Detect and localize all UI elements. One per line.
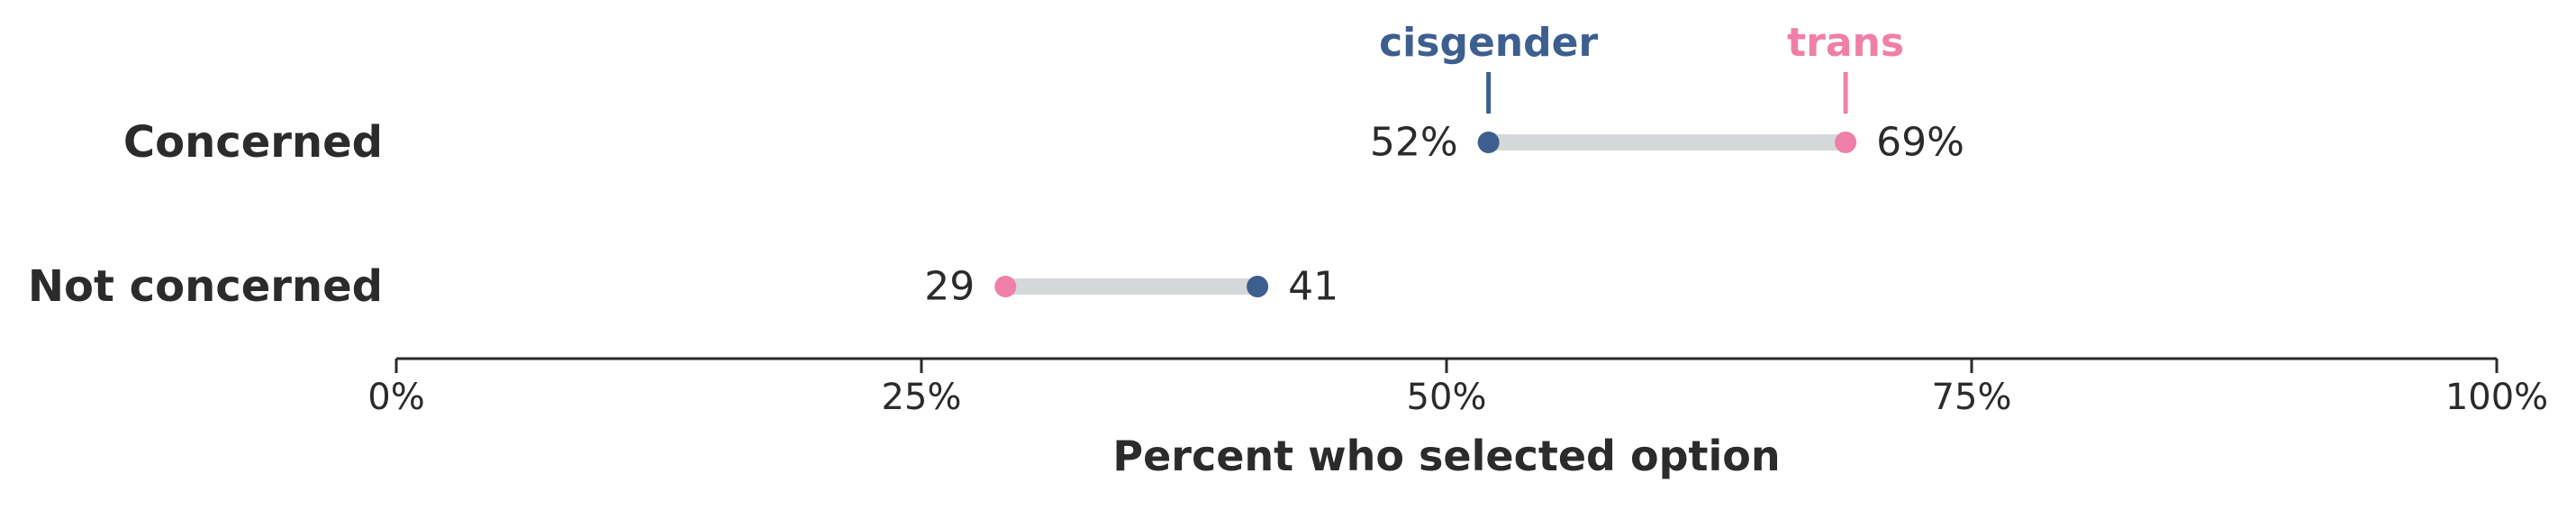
- trans-value-label: 69%: [1876, 120, 1964, 166]
- trans-legend-label: trans: [1787, 20, 1904, 66]
- trans-point: [994, 276, 1017, 297]
- cisgender-point: [1247, 276, 1269, 297]
- x-tick-label: 100%: [2445, 377, 2548, 418]
- x-tick-label: 0%: [367, 377, 424, 418]
- trans-point: [1835, 132, 1857, 153]
- x-tick-label: 75%: [1932, 377, 2012, 418]
- cisgender-legend-label: cisgender: [1379, 20, 1598, 66]
- category-label: Concerned: [123, 117, 383, 168]
- trans-value-label: 29: [924, 264, 975, 310]
- row-not-concerned: Not concerned 41 29: [28, 261, 1338, 312]
- x-tick-label: 25%: [882, 377, 962, 418]
- row-concerned: Concerned 52% 69%: [123, 117, 1964, 168]
- series-legend: cisgender trans: [1379, 20, 1904, 114]
- cisgender-value-label: 41: [1288, 264, 1338, 310]
- chart-rows: Concerned 52% 69% Not concerned 41 29: [28, 117, 1964, 312]
- cisgender-point: [1477, 132, 1500, 153]
- cisgender-value-label: 52%: [1370, 120, 1458, 166]
- x-tick-label: 50%: [1407, 377, 1487, 418]
- x-axis: 0% 25% 50% 75% 100% Percent who selected opti…: [367, 357, 2548, 480]
- category-label: Not concerned: [28, 261, 383, 312]
- x-axis-title: Percent who selected option: [1112, 432, 1780, 480]
